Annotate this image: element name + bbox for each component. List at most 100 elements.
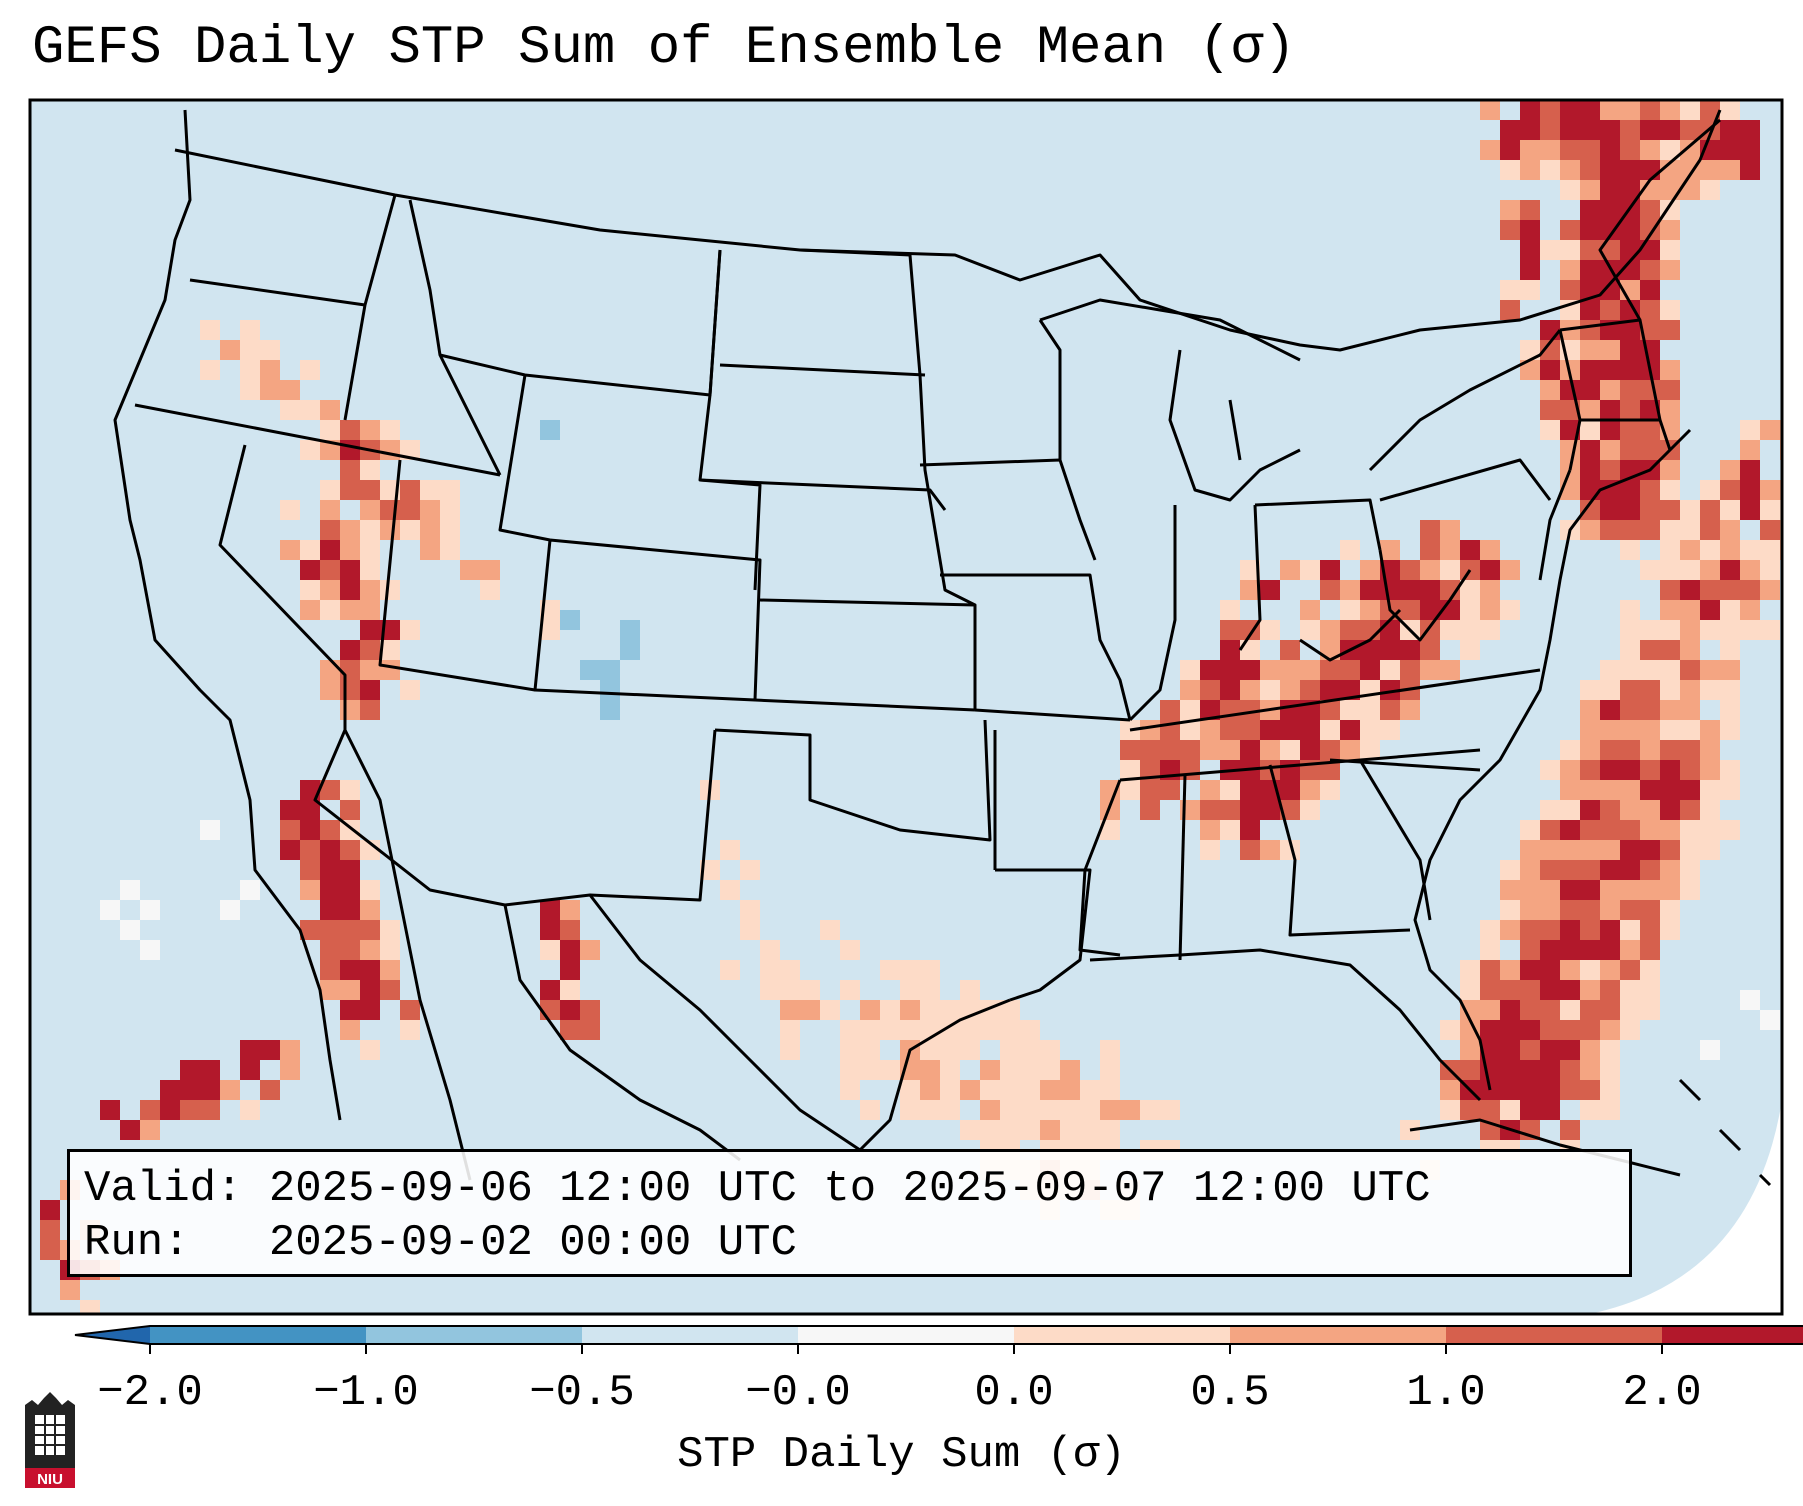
anomaly-cell <box>360 500 380 520</box>
anomaly-cell <box>1640 300 1660 320</box>
anomaly-cell <box>1680 720 1700 740</box>
anomaly-cell <box>880 1020 900 1040</box>
anomaly-cell <box>1100 820 1120 840</box>
anomaly-cell <box>1760 480 1780 500</box>
anomaly-cell <box>920 1100 940 1120</box>
anomaly-cell <box>180 1080 200 1100</box>
anomaly-cell <box>1460 620 1480 640</box>
anomaly-cell <box>360 700 380 720</box>
anomaly-cell <box>360 680 380 700</box>
colorbar <box>74 1325 1803 1354</box>
anomaly-cell <box>280 800 300 820</box>
anomaly-cell <box>1660 260 1680 280</box>
anomaly-cell <box>1040 1100 1060 1120</box>
anomaly-cell <box>1700 660 1720 680</box>
anomaly-cell <box>1180 660 1200 680</box>
anomaly-cell <box>1260 680 1280 700</box>
anomaly-cell <box>340 480 360 500</box>
anomaly-cell <box>1600 660 1620 680</box>
anomaly-cell <box>1500 1000 1520 1020</box>
anomaly-cell <box>540 940 560 960</box>
east-coastline <box>1413 428 1692 1091</box>
anomaly-cell <box>980 1060 1000 1080</box>
anomaly-cell <box>1600 80 1620 100</box>
anomaly-cell <box>1660 60 1680 80</box>
anomaly-cell <box>1680 560 1700 580</box>
anomaly-cell <box>1160 1100 1180 1120</box>
anomaly-cell <box>1620 540 1640 560</box>
anomaly-cell <box>380 920 400 940</box>
anomaly-cell <box>1600 980 1620 1000</box>
anomaly-cell <box>1340 740 1360 760</box>
anomaly-cell <box>1600 840 1620 860</box>
anomaly-cell <box>1700 800 1720 820</box>
colorbar-tick-label: −2.0 <box>97 1368 203 1418</box>
anomaly-cell <box>340 540 360 560</box>
anomaly-cell <box>1720 660 1740 680</box>
anomaly-cell <box>1380 620 1400 640</box>
anomaly-cell <box>240 360 260 380</box>
anomaly-cell <box>1480 1000 1500 1020</box>
anomaly-cell <box>1280 640 1300 660</box>
anomaly-cell <box>1580 480 1600 500</box>
anomaly-cell <box>1500 1040 1520 1060</box>
anomaly-cell <box>1580 360 1600 380</box>
anomaly-cell <box>580 1020 600 1040</box>
anomaly-cell <box>1600 1100 1620 1120</box>
anomaly-cell <box>240 340 260 360</box>
anomaly-cell <box>1660 400 1680 420</box>
anomaly-cell <box>1720 760 1740 780</box>
anomaly-cell <box>1520 240 1540 260</box>
anomaly-cell <box>1580 220 1600 240</box>
near-zero-cell <box>1700 1040 1720 1060</box>
anomaly-cell <box>1620 660 1640 680</box>
anomaly-cell <box>1680 660 1700 680</box>
anomaly-cell <box>1680 500 1700 520</box>
anomaly-cell <box>1520 840 1540 860</box>
anomaly-cell <box>900 980 920 1000</box>
anomaly-cell <box>1620 1020 1640 1040</box>
anomaly-cell <box>1640 880 1660 900</box>
anomaly-cell <box>1420 660 1440 680</box>
anomaly-cell <box>1640 200 1660 220</box>
anomaly-cell <box>1200 720 1220 740</box>
anomaly-cell <box>1660 840 1680 860</box>
anomaly-cell <box>1000 1060 1020 1080</box>
west-coastline <box>113 109 342 1121</box>
anomaly-cell <box>160 1080 180 1100</box>
anomaly-cell <box>280 500 300 520</box>
map-title: GEFS Daily STP Sum of Ensemble Mean (σ) <box>32 18 1296 79</box>
anomaly-cell <box>300 580 320 600</box>
anomaly-cell <box>1540 1020 1560 1040</box>
anomaly-cell <box>1000 1020 1020 1040</box>
anomaly-cell <box>300 540 320 560</box>
anomaly-cell <box>1580 720 1600 740</box>
anomaly-cell <box>1440 520 1460 540</box>
anomaly-cell <box>1440 620 1460 640</box>
anomaly-cell <box>1640 400 1660 420</box>
anomaly-cell <box>940 1080 960 1100</box>
anomaly-cell <box>1560 940 1580 960</box>
anomaly-cell <box>1620 180 1640 200</box>
anomaly-cell <box>360 1000 380 1020</box>
anomaly-cell <box>1540 900 1560 920</box>
anomaly-cell <box>1380 580 1400 600</box>
anomaly-cell <box>1760 420 1780 440</box>
anomaly-cell <box>1640 780 1660 800</box>
anomaly-cell <box>1440 540 1460 560</box>
anomaly-cell <box>1300 680 1320 700</box>
anomaly-cell <box>1360 620 1380 640</box>
anomaly-cell <box>1300 600 1320 620</box>
anomaly-cell <box>1660 320 1680 340</box>
anomaly-cell <box>1300 560 1320 580</box>
anomaly-cell <box>1580 500 1600 520</box>
anomaly-cell <box>1520 200 1540 220</box>
anomaly-cell <box>380 520 400 540</box>
anomaly-cell <box>960 1020 980 1040</box>
anomaly-cell <box>1560 440 1580 460</box>
anomaly-cell <box>1560 1060 1580 1080</box>
anomaly-cell <box>1620 1000 1640 1020</box>
near-zero-cell <box>120 880 140 900</box>
anomaly-cell <box>1680 600 1700 620</box>
anomaly-cell <box>380 660 400 680</box>
